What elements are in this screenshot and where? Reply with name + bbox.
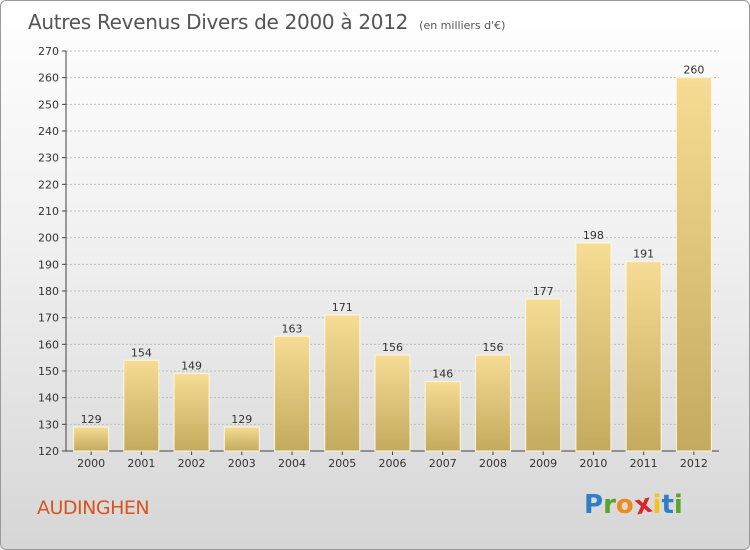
bar-2011	[625, 261, 662, 452]
y-tick-label: 250	[38, 98, 59, 111]
y-tick-label: 230	[38, 152, 59, 165]
y-tick-label: 260	[38, 72, 59, 85]
chart-title-text: Autres Revenus Divers de 2000 à 2012	[28, 10, 409, 34]
bar-value-label: 198	[583, 229, 604, 242]
bar-2005	[324, 314, 361, 452]
y-tick-label: 270	[38, 45, 59, 58]
y-tick-label: 210	[38, 205, 59, 218]
y-tick-label: 160	[38, 338, 59, 351]
bar-2012	[675, 77, 712, 452]
y-tick-label: 130	[38, 418, 59, 431]
x-tick-label: 2011	[630, 457, 658, 470]
y-tick-label: 220	[38, 178, 59, 191]
bar-value-label: 129	[81, 413, 102, 426]
logo-letter: r	[603, 490, 616, 520]
bar-value-label: 260	[683, 64, 704, 77]
bar-2006	[374, 354, 411, 452]
logo-letter: x	[631, 488, 655, 522]
logo-letter: i	[652, 490, 662, 520]
y-tick-label: 150	[38, 365, 59, 378]
x-tick-label: 2006	[379, 457, 407, 470]
x-tick-label: 2004	[278, 457, 306, 470]
bar-2008	[474, 354, 511, 452]
logo-letter: t	[661, 490, 674, 520]
x-tick-label: 2002	[178, 457, 206, 470]
y-tick-label: 180	[38, 285, 59, 298]
bar-value-label: 149	[181, 360, 202, 373]
axes: 120 130 140 150 160 170 180 190 200 210 220 230 240 2…	[38, 45, 719, 470]
y-tick-label: 240	[38, 125, 59, 138]
x-tick-label: 2005	[328, 457, 356, 470]
y-tick-label: 170	[38, 312, 59, 325]
bar-value-label: 156	[482, 341, 503, 354]
x-tick-label: 2008	[479, 457, 507, 470]
bar-value-label: 171	[332, 301, 353, 314]
bar-2000	[73, 426, 110, 452]
x-tick-label: 2010	[579, 457, 607, 470]
y-tick-label: 190	[38, 258, 59, 271]
chart-unit-text: (en milliers d'€)	[419, 19, 506, 32]
bar-value-label: 191	[633, 248, 654, 261]
x-tick-label: 2003	[228, 457, 256, 470]
bar-value-label: 177	[533, 285, 554, 298]
bar-value-label: 146	[432, 368, 453, 381]
bar-2010	[575, 242, 612, 452]
bar-value-label: 129	[231, 413, 252, 426]
bar-2009	[525, 298, 562, 452]
y-tick-label: 200	[38, 232, 59, 245]
bar-value-label: 156	[382, 341, 403, 354]
bar-2001	[123, 359, 160, 452]
bar-2007	[424, 381, 461, 452]
y-tick-label: 120	[38, 445, 59, 458]
chart-title: Autres Revenus Divers de 2000 à 2012 (en…	[28, 10, 505, 34]
logo-letter: o	[615, 490, 634, 520]
bars: 129 154 149 129 163 171 156 146 156 177 198 191 260	[73, 64, 712, 452]
x-tick-label: 2009	[529, 457, 557, 470]
x-tick-label: 2000	[77, 457, 105, 470]
y-tick-label: 140	[38, 392, 59, 405]
logo-letter: P	[584, 490, 604, 520]
city-name: AUDINGHEN	[37, 497, 150, 519]
x-tick-label: 2012	[680, 457, 708, 470]
x-tick-label: 2007	[429, 457, 457, 470]
proxiti-logo: Proxiti	[584, 488, 683, 522]
bar-2004	[274, 335, 311, 452]
bar-value-label: 154	[131, 346, 152, 359]
bar-value-label: 163	[282, 322, 303, 335]
x-tick-label: 2001	[127, 457, 155, 470]
bar-2003	[223, 426, 260, 452]
logo-letter: i	[673, 490, 683, 520]
bar-2002	[173, 373, 210, 452]
